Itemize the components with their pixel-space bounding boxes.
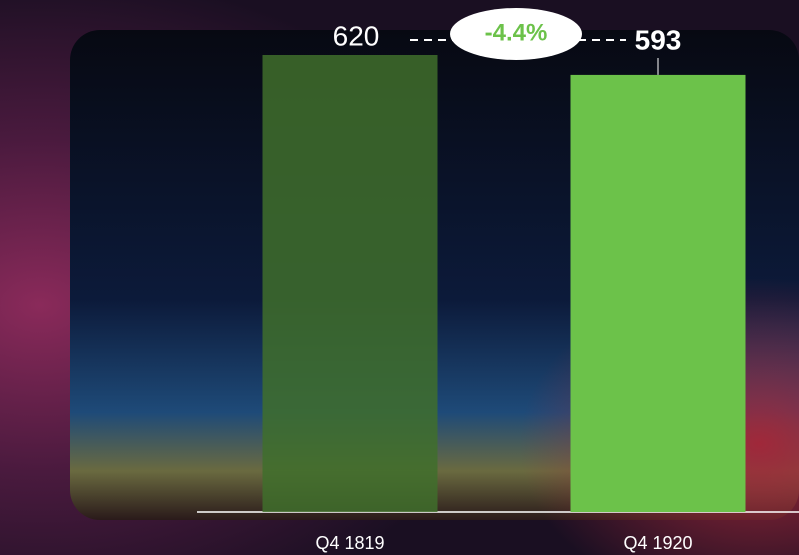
- x-tick-label: Q4 1819: [315, 533, 384, 553]
- x-tick-label: Q4 1920: [623, 533, 692, 553]
- bar: [262, 55, 438, 512]
- bar: [570, 74, 746, 512]
- change-annotation: -4.4%: [485, 19, 548, 46]
- data-label: 620: [333, 20, 380, 51]
- data-label: 593: [635, 24, 682, 55]
- change-badge: [450, 8, 582, 60]
